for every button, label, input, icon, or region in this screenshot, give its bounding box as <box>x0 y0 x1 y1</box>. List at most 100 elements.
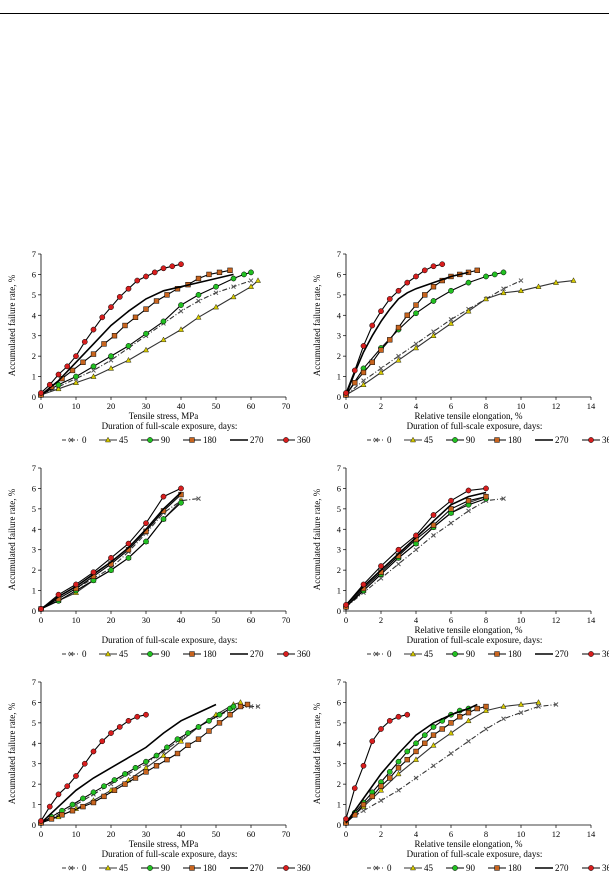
x-tick-label: 14 <box>587 615 596 625</box>
legend-marker-360 <box>283 651 289 657</box>
data-point-360 <box>178 485 184 492</box>
y-tick-label: 1 <box>32 800 36 810</box>
legend-label-360: 360 <box>297 649 311 659</box>
legend-label-180: 180 <box>203 863 217 873</box>
legend-label-90: 90 <box>466 649 476 659</box>
data-point-0 <box>396 561 401 567</box>
data-point-360 <box>143 273 149 280</box>
x-tick-label: 2 <box>379 615 383 625</box>
data-point-90 <box>230 703 237 710</box>
legend-item-180: 180 <box>488 435 522 445</box>
data-point-45 <box>535 699 542 705</box>
data-point-360 <box>64 363 71 370</box>
data-point-45 <box>448 320 454 326</box>
x-tick-label: 0 <box>39 829 43 839</box>
legend-item-180: 180 <box>183 435 217 445</box>
data-point-90 <box>90 789 97 796</box>
x-tick-label: 14 <box>587 829 596 839</box>
legend-marker-45 <box>105 436 111 443</box>
x-tick-label: 20 <box>107 401 116 411</box>
y-tick-label: 7 <box>337 463 341 473</box>
data-point-360 <box>38 818 44 824</box>
data-point-360 <box>38 606 44 612</box>
x-tick-label: 10 <box>517 401 526 411</box>
legend-label-270: 270 <box>250 863 264 873</box>
y-tick-label: 5 <box>32 718 36 728</box>
series-270 <box>345 703 478 824</box>
data-point-45 <box>518 287 524 293</box>
legend-item-360: 360 <box>582 649 609 659</box>
data-point-180 <box>448 506 454 512</box>
y-tick-label: 4 <box>337 738 342 748</box>
data-point-90 <box>108 567 114 573</box>
data-point-90 <box>174 736 181 743</box>
data-point-45 <box>395 770 402 777</box>
y-tick-label: 7 <box>32 249 36 259</box>
series-line-180 <box>345 269 478 396</box>
x-tick-label: 8 <box>484 615 488 625</box>
x-tick-label: 30 <box>142 401 151 411</box>
data-point-180 <box>111 333 118 339</box>
y-axis-label: Accumulated failure rate, % <box>7 702 17 804</box>
data-point-360 <box>465 487 472 494</box>
data-point-45 <box>413 756 419 762</box>
series-line-270 <box>345 271 469 396</box>
legend-marker-45 <box>410 436 416 443</box>
data-point-90 <box>125 555 132 561</box>
legend-marker-180 <box>494 865 500 871</box>
data-point-180 <box>378 783 384 789</box>
chart-panel-4: 0 1 2 3 4 5 6 7 0 2 4 6 8 10 12 14 Accumulated failure r… <box>305 458 609 670</box>
data-point-45 <box>248 283 254 289</box>
x-tick-label: 2 <box>379 829 383 839</box>
legend-title: Duration of full-scale exposure, days: <box>102 849 238 859</box>
legend-item-45: 45 <box>404 863 434 873</box>
series-180 <box>343 703 489 826</box>
data-point-360 <box>143 520 149 527</box>
x-tick-label: 8 <box>484 829 488 839</box>
data-point-360 <box>178 261 184 268</box>
data-point-360 <box>343 390 349 396</box>
series-line-270 <box>40 491 182 610</box>
y-tick-label: 6 <box>32 697 36 707</box>
data-point-90 <box>248 269 254 276</box>
data-point-360 <box>160 265 167 272</box>
legend-item-360: 360 <box>582 863 609 873</box>
x-tick-label: 30 <box>142 829 151 839</box>
y-tick-label: 0 <box>337 392 341 402</box>
data-point-360 <box>160 493 167 500</box>
data-point-180 <box>122 781 128 787</box>
x-axis-label: Tensile stress, MPa <box>129 411 199 421</box>
data-point-45 <box>255 277 261 283</box>
data-point-180 <box>404 756 410 763</box>
legend-label-270: 270 <box>555 649 569 659</box>
data-point-180 <box>111 787 118 793</box>
data-point-45 <box>230 293 237 300</box>
data-point-0 <box>501 496 506 501</box>
y-tick-label: 5 <box>32 504 36 514</box>
data-point-0 <box>431 533 436 538</box>
data-point-90 <box>430 298 437 304</box>
data-point-360 <box>343 816 349 822</box>
series-360 <box>343 711 411 822</box>
data-point-90 <box>143 538 149 545</box>
data-point-360 <box>81 760 88 767</box>
legend-item-360: 360 <box>277 435 311 445</box>
legend-label-360: 360 <box>602 863 609 873</box>
x-tick-label: 0 <box>344 401 348 411</box>
data-point-45 <box>465 717 472 724</box>
legend-label-180: 180 <box>508 649 522 659</box>
data-point-90 <box>69 801 76 808</box>
data-point-180 <box>430 284 437 290</box>
data-point-360 <box>90 748 97 755</box>
series-0 <box>343 496 506 610</box>
x-tick-label: 4 <box>414 615 419 625</box>
data-point-360 <box>343 602 349 608</box>
data-point-180 <box>59 812 65 818</box>
data-point-180 <box>216 720 223 726</box>
legend-title: Duration of full-scale exposure, days: <box>407 849 543 859</box>
data-point-360 <box>430 512 437 518</box>
legend-item-360: 360 <box>582 435 609 445</box>
